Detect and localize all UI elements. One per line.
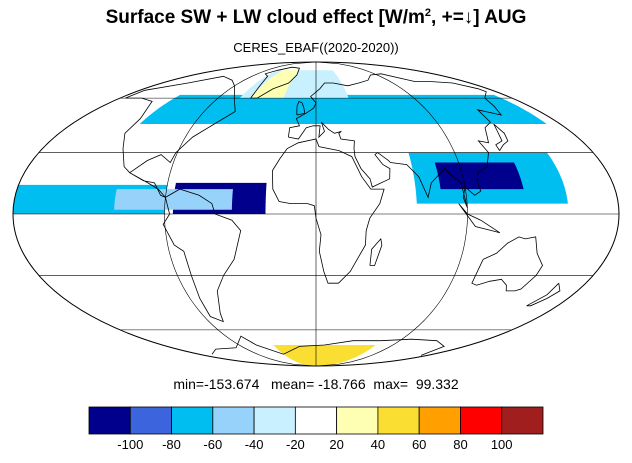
colorbar-box <box>253 406 296 435</box>
stat-max-label: max= <box>373 376 409 392</box>
colorbar-box <box>212 406 255 435</box>
stat-mean-value: -18.766 <box>318 376 366 392</box>
colorbar-tick-label: 80 <box>453 437 468 452</box>
colorbar-tick-label: -20 <box>285 437 305 452</box>
field-region <box>273 345 376 366</box>
stat-mean-label: mean= <box>271 376 315 392</box>
colorbar-box <box>418 406 461 435</box>
field-region <box>114 189 233 210</box>
colorbar-box <box>501 406 544 435</box>
coastlines <box>122 66 561 356</box>
stat-min-value: -153.674 <box>204 376 260 392</box>
coastline-greenland <box>250 66 300 99</box>
colorbar-box <box>129 406 172 435</box>
coastline-australia <box>471 236 543 292</box>
colorbar-box <box>171 406 214 435</box>
coastline-north-america <box>122 75 236 198</box>
field-region <box>424 98 547 124</box>
longitude-line <box>164 62 317 366</box>
coastline-new-zealand <box>526 282 561 307</box>
coastline-africa <box>272 138 385 284</box>
colorbar-box <box>336 406 379 435</box>
cloud-effect-field <box>13 70 603 366</box>
chart-subtitle: CERES_EBAF((2020-2020)) <box>233 40 399 55</box>
coastline-eurasia <box>288 73 503 208</box>
stat-min-label: min= <box>173 376 205 392</box>
colorbar-tick-label: 20 <box>329 437 344 452</box>
statistics-line: min=-153.674 mean= -18.766 max= 99.332 <box>0 376 632 392</box>
colorbar-tick-label: -40 <box>244 437 264 452</box>
coastline-antarctica <box>211 335 445 356</box>
colorbar-tick-label: -100 <box>117 437 144 452</box>
stat-max-value: 99.332 <box>415 376 459 392</box>
colorbar-box <box>460 406 503 435</box>
colorbar-tick-label: 60 <box>411 437 427 452</box>
coastline-madagascar <box>369 238 383 266</box>
colorbar-tick-label: 40 <box>370 437 386 452</box>
title-superscript: 2 <box>424 7 432 19</box>
coastline-japan <box>493 123 509 151</box>
map-border <box>12 61 620 367</box>
colorbar-box <box>294 406 338 435</box>
chart-title: Surface SW + LW cloud effect [W/m2, +=↓]… <box>0 7 632 29</box>
longitude-line <box>315 62 468 366</box>
world-map-plot <box>12 61 620 367</box>
colorbar-tick-label: -60 <box>203 437 223 452</box>
colorbar-tick-label: 100 <box>490 437 513 452</box>
field-region <box>250 70 300 99</box>
colorbar-tick-label: -80 <box>162 437 181 452</box>
coastline-uk <box>296 100 306 116</box>
coastline-south-america <box>162 188 242 323</box>
field-region <box>434 162 524 190</box>
graticule <box>13 62 619 366</box>
title-tail: , +=↓] AUG <box>431 7 527 28</box>
colorbar-box <box>88 406 131 435</box>
colorbar-box <box>377 406 420 435</box>
title-main: Surface SW + LW cloud effect [W/m <box>105 7 425 28</box>
